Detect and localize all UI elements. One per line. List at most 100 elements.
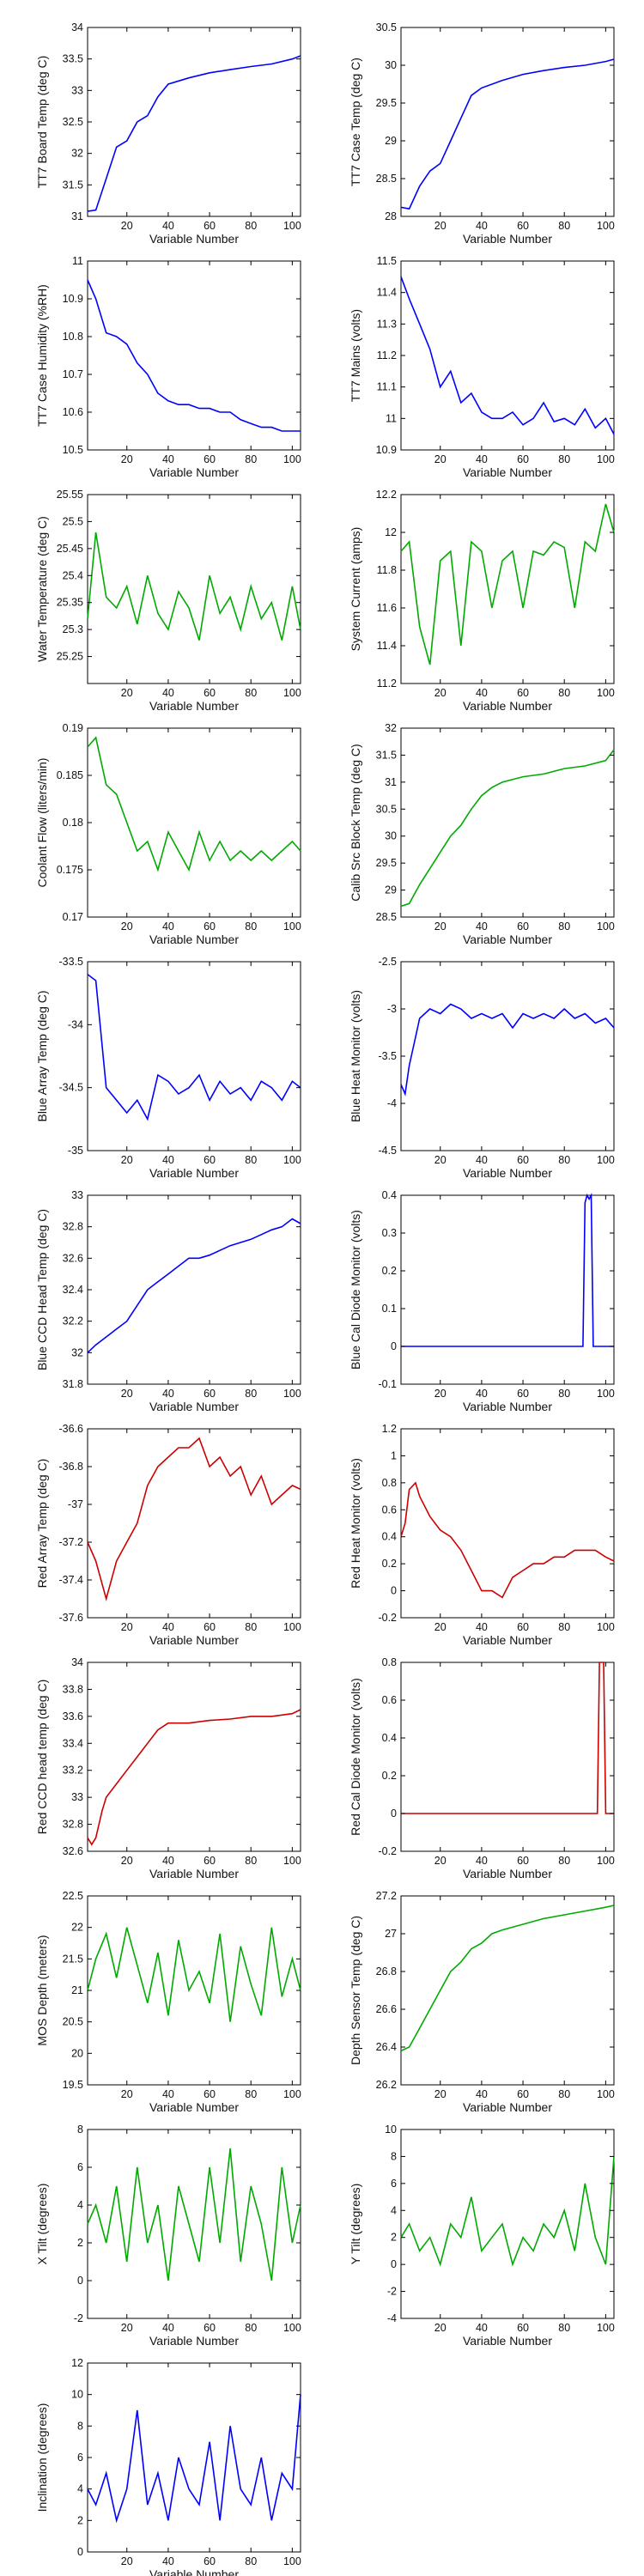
x-tick-label: 20 <box>121 687 133 699</box>
y-tick-label: 33.6 <box>63 1710 83 1722</box>
y-tick-label: 6 <box>77 2161 83 2173</box>
x-axis-label: Variable Number <box>463 1166 552 1180</box>
x-tick-label: 100 <box>283 2088 301 2100</box>
y-axis-label: Red Cal Diode Monitor (volts) <box>349 1678 362 1836</box>
x-axis-label: Variable Number <box>149 1867 239 1880</box>
x-tick-label: 100 <box>597 453 615 465</box>
y-tick-label: 31.8 <box>63 1378 83 1390</box>
x-tick-label: 20 <box>121 2088 133 2100</box>
x-axis-label: Variable Number <box>149 699 239 713</box>
y-tick-label: 25.4 <box>63 569 83 581</box>
y-tick-label: 0.4 <box>382 1732 397 1744</box>
x-tick-label: 100 <box>597 1621 615 1633</box>
y-tick-label: 12 <box>71 2357 83 2369</box>
x-tick-label: 20 <box>121 2322 133 2334</box>
x-tick-label: 20 <box>434 2322 447 2334</box>
x-axis-label: Variable Number <box>149 232 239 246</box>
y-tick-label: -0.1 <box>378 1378 397 1390</box>
y-axis-label: Blue Cal Diode Monitor (volts) <box>349 1210 362 1370</box>
x-tick-label: 80 <box>558 453 570 465</box>
plot-frame <box>400 1895 615 2086</box>
x-tick-label: 100 <box>283 1855 301 1867</box>
y-axis-label: Red Array Temp (deg C) <box>35 1459 49 1589</box>
series-line <box>87 1437 301 1602</box>
y-tick-label: 28.5 <box>376 173 397 185</box>
series-line <box>400 749 615 908</box>
y-tick-label: -34.5 <box>59 1082 84 1094</box>
y-tick-label: 8 <box>391 2150 397 2162</box>
x-tick-label: 60 <box>204 453 216 465</box>
y-tick-label: 1.2 <box>382 1423 397 1435</box>
chart-panel: 20 40 60 80 100 31 31.5 32 32.5 33 33.5 34 Variable … <box>35 21 301 246</box>
plot-frame <box>87 27 301 217</box>
y-tick-label: 32.6 <box>63 1845 83 1857</box>
x-tick-label: 80 <box>558 1621 570 1633</box>
y-axis-label: Blue CCD Head Temp (deg C) <box>35 1209 49 1370</box>
chart-panel: 20 40 60 80 100 0 2 4 6 8 10 12 Variable Number Incli… <box>35 2357 301 2576</box>
series-line <box>400 276 615 435</box>
x-tick-label: 40 <box>476 1154 488 1166</box>
x-tick-label: 100 <box>283 687 301 699</box>
x-tick-label: 40 <box>476 2322 488 2334</box>
y-axis-label: Depth Sensor Temp (deg C) <box>349 1916 362 2065</box>
y-tick-label: -33.5 <box>59 956 84 968</box>
x-tick-label: 60 <box>517 920 529 933</box>
y-tick-label: 32 <box>71 148 83 160</box>
y-axis-label: X Tilt (degrees) <box>35 2184 49 2265</box>
x-tick-label: 40 <box>162 2555 174 2567</box>
y-tick-label: 1 <box>391 1449 397 1461</box>
chart-panel: 20 40 60 80 100 -0.2 0 0.2 0.4 0.6 0.8 Variable Num… <box>349 1656 615 1880</box>
chart-panel: 20 40 60 80 100 -35 -34.5 -34 -33.5 Variable Numb… <box>35 956 301 1180</box>
x-axis-label: Variable Number <box>149 2567 239 2576</box>
y-tick-label: -36.8 <box>59 1461 84 1473</box>
x-tick-label: 80 <box>245 453 257 465</box>
y-tick-label: -37 <box>68 1498 83 1510</box>
y-tick-label: 32.5 <box>63 116 83 128</box>
x-tick-label: 60 <box>204 2322 216 2334</box>
series-line <box>87 279 301 432</box>
x-axis-label: Variable Number <box>149 933 239 946</box>
y-tick-label: 22 <box>71 1922 83 1934</box>
y-tick-label: 32.4 <box>63 1284 83 1296</box>
y-tick-label: 21.5 <box>63 1953 83 1965</box>
plot-frame <box>400 961 615 1151</box>
y-tick-label: -4 <box>387 2312 397 2324</box>
y-tick-label: -2.5 <box>378 956 397 968</box>
chart-panel: 20 40 60 80 100 -37.6 -37.4 -37.2 -37 -36.8 -36.6 V… <box>35 1423 301 1647</box>
plot-frame <box>87 260 301 451</box>
y-axis-label: Red CCD head temp (deg C) <box>35 1680 49 1835</box>
y-tick-label: 2 <box>77 2237 83 2249</box>
x-axis-label: Variable Number <box>463 699 552 713</box>
y-tick-label: 33.4 <box>63 1737 83 1749</box>
y-tick-label: -35 <box>68 1145 83 1157</box>
y-tick-label: -4 <box>387 1097 397 1109</box>
y-tick-label: 0.175 <box>57 864 83 876</box>
series-line <box>401 1192 614 1347</box>
y-tick-label: 20.5 <box>63 2016 83 2028</box>
y-axis-label: Water Temperature (deg C) <box>35 516 49 662</box>
x-tick-label: 40 <box>476 687 488 699</box>
x-tick-label: 60 <box>517 687 529 699</box>
y-tick-label: 10 <box>385 2123 397 2136</box>
plot-frame <box>87 1428 301 1619</box>
y-tick-label: 0.18 <box>63 817 83 829</box>
x-tick-label: 60 <box>517 1154 529 1166</box>
x-tick-label: 40 <box>162 453 174 465</box>
y-tick-label: 11.6 <box>377 602 397 614</box>
series-line <box>87 1218 301 1353</box>
x-tick-label: 80 <box>558 1855 570 1867</box>
y-tick-label: 11 <box>72 255 83 267</box>
x-tick-label: 100 <box>283 2322 301 2334</box>
x-tick-label: 20 <box>434 1388 447 1400</box>
chart-panel: 20 40 60 80 100 28 28.5 29 29.5 30 30.5 Variable Nu… <box>349 21 615 246</box>
series-line <box>87 55 301 212</box>
y-tick-label: 10.7 <box>63 368 83 380</box>
x-axis-label: Variable Number <box>463 2334 552 2348</box>
y-tick-label: 11.5 <box>377 255 397 267</box>
x-axis-label: Variable Number <box>149 1166 239 1180</box>
chart-panel: 20 40 60 80 100 -0.2 0 0.2 0.4 0.6 0.8 1 1.2 Variable… <box>349 1423 615 1647</box>
y-tick-label: -0.2 <box>378 1845 397 1857</box>
y-tick-label: 0.3 <box>382 1227 397 1239</box>
plot-frame <box>400 260 615 451</box>
